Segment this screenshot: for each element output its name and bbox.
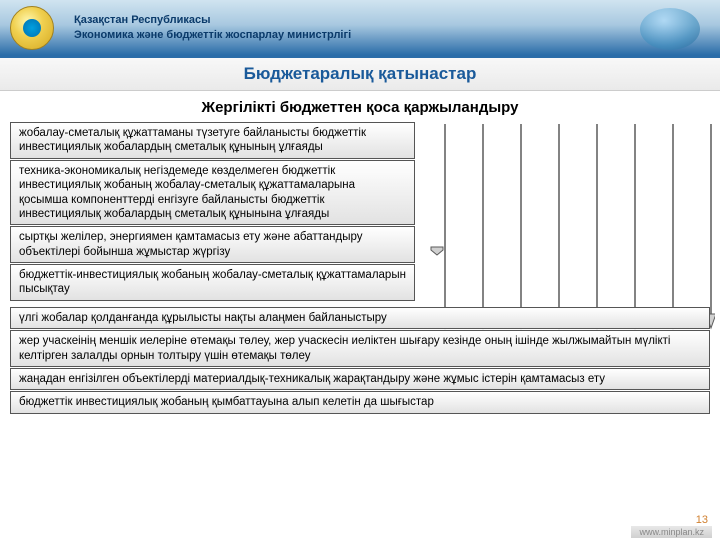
info-box: сыртқы желілер, энергиямен қамтамасыз ет… <box>10 226 415 263</box>
info-box: бюджеттік инвестициялық жобаның қымбатта… <box>10 391 710 413</box>
header: Қазақстан Республикасы Экономика және бю… <box>0 0 720 55</box>
info-box: жер учаскеінің меншік иелеріне өтемақы т… <box>10 330 710 367</box>
box-area: жобалау-сметалық құжаттаманы түзетуге ба… <box>10 122 710 414</box>
small-down-arrow-icon <box>430 246 444 256</box>
globe-icon <box>640 8 700 50</box>
info-box: жобалау-сметалық құжаттаманы түзетуге ба… <box>10 122 415 159</box>
kazakhstan-emblem-icon <box>10 6 54 50</box>
content-area: Жергілікті бюджеттен қоса қаржыландыру ж… <box>0 91 720 414</box>
header-line1: Қазақстан Республикасы <box>74 13 351 27</box>
subtitle: Жергілікті бюджеттен қоса қаржыландыру <box>10 99 710 116</box>
info-box: жаңадан енгізілген объектілерді материал… <box>10 368 710 390</box>
title-bar: Бюджетаралық қатынастар <box>0 55 720 91</box>
header-text: Қазақстан Республикасы Экономика және бю… <box>74 13 351 42</box>
page-title: Бюджетаралық қатынастар <box>244 64 477 84</box>
info-box: техника-экономикалық негіздемеде көзделм… <box>10 160 415 226</box>
footer-link: www.minplan.kz <box>631 526 712 538</box>
page-number: 13 <box>696 514 708 526</box>
info-box: үлгі жобалар қолданғанда құрылысты нақты… <box>10 307 710 329</box>
header-line2: Экономика және бюджеттік жоспарлау минис… <box>74 28 351 42</box>
info-box: бюджеттік-инвестициялық жобаның жобалау-… <box>10 264 415 301</box>
